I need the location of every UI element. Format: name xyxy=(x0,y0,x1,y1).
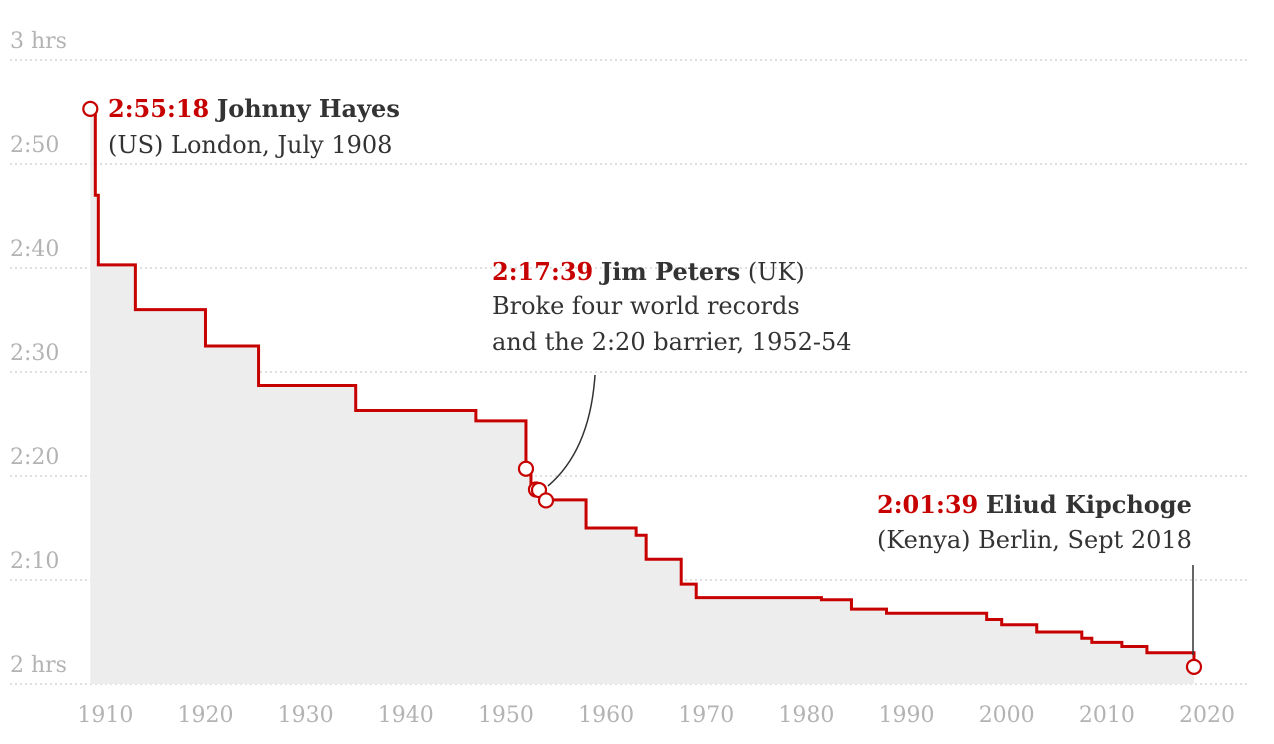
y-axis-ticks: 3 hrs 2:50 2:40 2:30 2:20 2:10 2 hrs xyxy=(10,29,67,678)
y-tick-label: 2:20 xyxy=(10,445,59,470)
record-marker xyxy=(1185,658,1203,675)
peters-annotation-title: 2:17:39 Jim Peters (UK) xyxy=(492,257,805,286)
hayes-time: 2:55:18 xyxy=(108,94,209,123)
y-tick-label: 2:30 xyxy=(10,341,59,366)
x-tick-label: 1970 xyxy=(678,703,734,728)
x-tick-label: 1940 xyxy=(378,703,434,728)
jim-peters-leader-line xyxy=(547,374,596,487)
record-area-fill xyxy=(90,108,1194,684)
x-tick-label: 2020 xyxy=(1179,703,1235,728)
x-tick-label: 1960 xyxy=(578,703,634,728)
record-marker xyxy=(82,100,99,117)
peters-name: Jim Peters xyxy=(599,257,740,286)
y-tick-label: 2:40 xyxy=(10,237,59,262)
x-tick-label: 2000 xyxy=(979,703,1035,728)
kipchoge-annotation-title: 2:01:39 Eliud Kipchoge xyxy=(877,490,1192,519)
y-tick-label: 2:10 xyxy=(10,549,59,574)
x-tick-label: 1950 xyxy=(478,703,534,728)
x-tick-label: 1930 xyxy=(278,703,334,728)
peters-time: 2:17:39 xyxy=(492,257,593,286)
record-marker xyxy=(517,460,535,477)
x-tick-label: 2010 xyxy=(1079,703,1135,728)
y-tick-label: 2 hrs xyxy=(10,653,67,678)
x-tick-label: 1910 xyxy=(77,703,133,728)
kipchoge-time: 2:01:39 xyxy=(877,490,978,519)
x-axis-ticks: 1910 1920 1930 1940 1950 1960 1970 1980 1990 2000… xyxy=(77,703,1235,728)
peters-country: (UK) xyxy=(740,258,805,286)
kipchoge-name: Eliud Kipchoge xyxy=(986,490,1192,519)
x-tick-label: 1990 xyxy=(879,703,935,728)
y-tick-label: 2:50 xyxy=(10,133,59,158)
hayes-annotation-line: (US) London, July 1908 xyxy=(108,131,392,159)
peters-annotation-line-2: and the 2:20 barrier, 1952-54 xyxy=(492,328,852,356)
x-tick-label: 1920 xyxy=(177,703,233,728)
kipchoge-annotation-line: (Kenya) Berlin, Sept 2018 xyxy=(877,526,1192,554)
y-tick-label: 3 hrs xyxy=(10,29,67,54)
peters-annotation-line-1: Broke four world records xyxy=(492,292,800,320)
record-markers xyxy=(82,100,1203,675)
hayes-annotation-title: 2:55:18 Johnny Hayes xyxy=(108,94,400,123)
record-marker xyxy=(537,492,555,509)
hayes-name: Johnny Hayes xyxy=(215,94,400,123)
x-tick-label: 1980 xyxy=(778,703,834,728)
record-step-line xyxy=(90,107,1196,667)
